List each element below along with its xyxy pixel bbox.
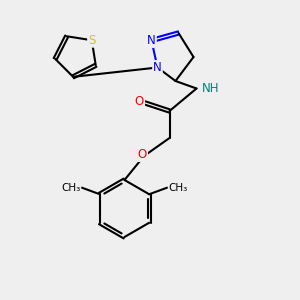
Text: NH: NH — [202, 82, 219, 95]
Text: N: N — [153, 61, 162, 74]
Text: N: N — [147, 34, 156, 47]
Text: O: O — [138, 148, 147, 161]
Text: S: S — [88, 34, 95, 47]
Text: CH₃: CH₃ — [61, 183, 80, 193]
Text: CH₃: CH₃ — [169, 183, 188, 193]
Text: O: O — [135, 94, 144, 108]
